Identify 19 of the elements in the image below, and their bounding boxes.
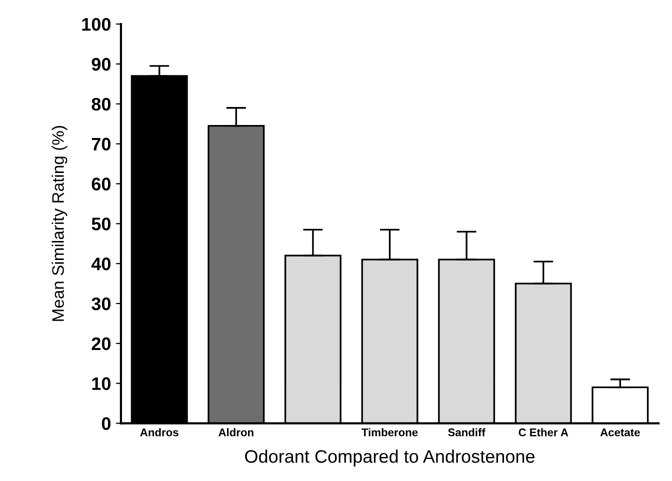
x-tick-label: Acetate — [600, 428, 640, 436]
x-axis-title: Odorant Compared to Androstenone — [245, 450, 535, 466]
y-tick-label: 0 — [102, 417, 110, 430]
y-tick-label: 20 — [92, 337, 110, 350]
y-tick-label: 30 — [92, 297, 110, 310]
y-tick-label: 90 — [92, 58, 110, 71]
x-tick-label: Aldron — [218, 428, 254, 436]
x-tick-label: Timberone — [362, 428, 418, 436]
y-tick-label: 70 — [92, 138, 110, 151]
y-tick-label: 10 — [92, 377, 110, 390]
y-axis-title: Mean Similarity Rating (%) — [52, 126, 68, 321]
x-tick-label: Andros — [140, 428, 178, 436]
x-tick-label: C Ether A — [518, 428, 568, 436]
y-tick-label: 80 — [92, 98, 110, 111]
y-tick-label: 60 — [92, 178, 110, 190]
x-tick-label: Sandiff — [448, 428, 486, 436]
y-tick-label: 40 — [91, 258, 110, 270]
y-tick-label: 100 — [82, 18, 110, 31]
y-tick-label: 50 — [92, 218, 110, 230]
